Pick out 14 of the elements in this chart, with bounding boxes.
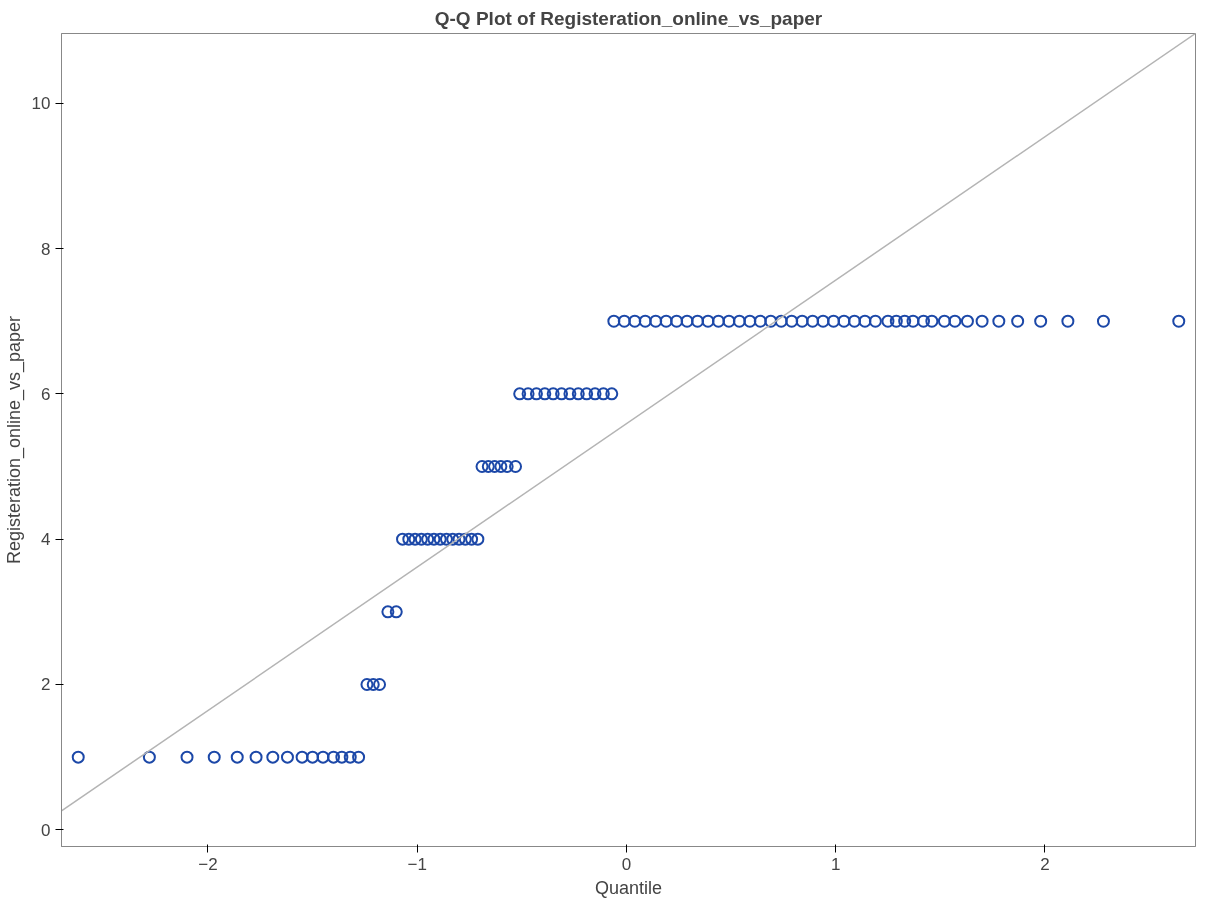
x-tick-label: −2 bbox=[198, 854, 218, 874]
y-tick-label: 0 bbox=[41, 820, 51, 840]
x-tick-label: 2 bbox=[1040, 854, 1050, 874]
y-tick-label: 4 bbox=[41, 530, 51, 550]
x-tick-label: −1 bbox=[407, 854, 427, 874]
chart-title: Q-Q Plot of Registeration_online_vs_paper bbox=[434, 7, 823, 29]
y-tick-label: 6 bbox=[41, 384, 51, 404]
x-tick-label: 1 bbox=[830, 854, 841, 874]
x-axis-title: Quantile bbox=[594, 877, 663, 898]
x-tick-label: 0 bbox=[621, 854, 632, 874]
y-tick-label: 2 bbox=[41, 675, 51, 695]
y-tick-label: 10 bbox=[31, 94, 51, 114]
y-tick-label: 8 bbox=[41, 239, 51, 259]
y-axis-title: Registeration_online_vs_paper bbox=[3, 315, 25, 565]
